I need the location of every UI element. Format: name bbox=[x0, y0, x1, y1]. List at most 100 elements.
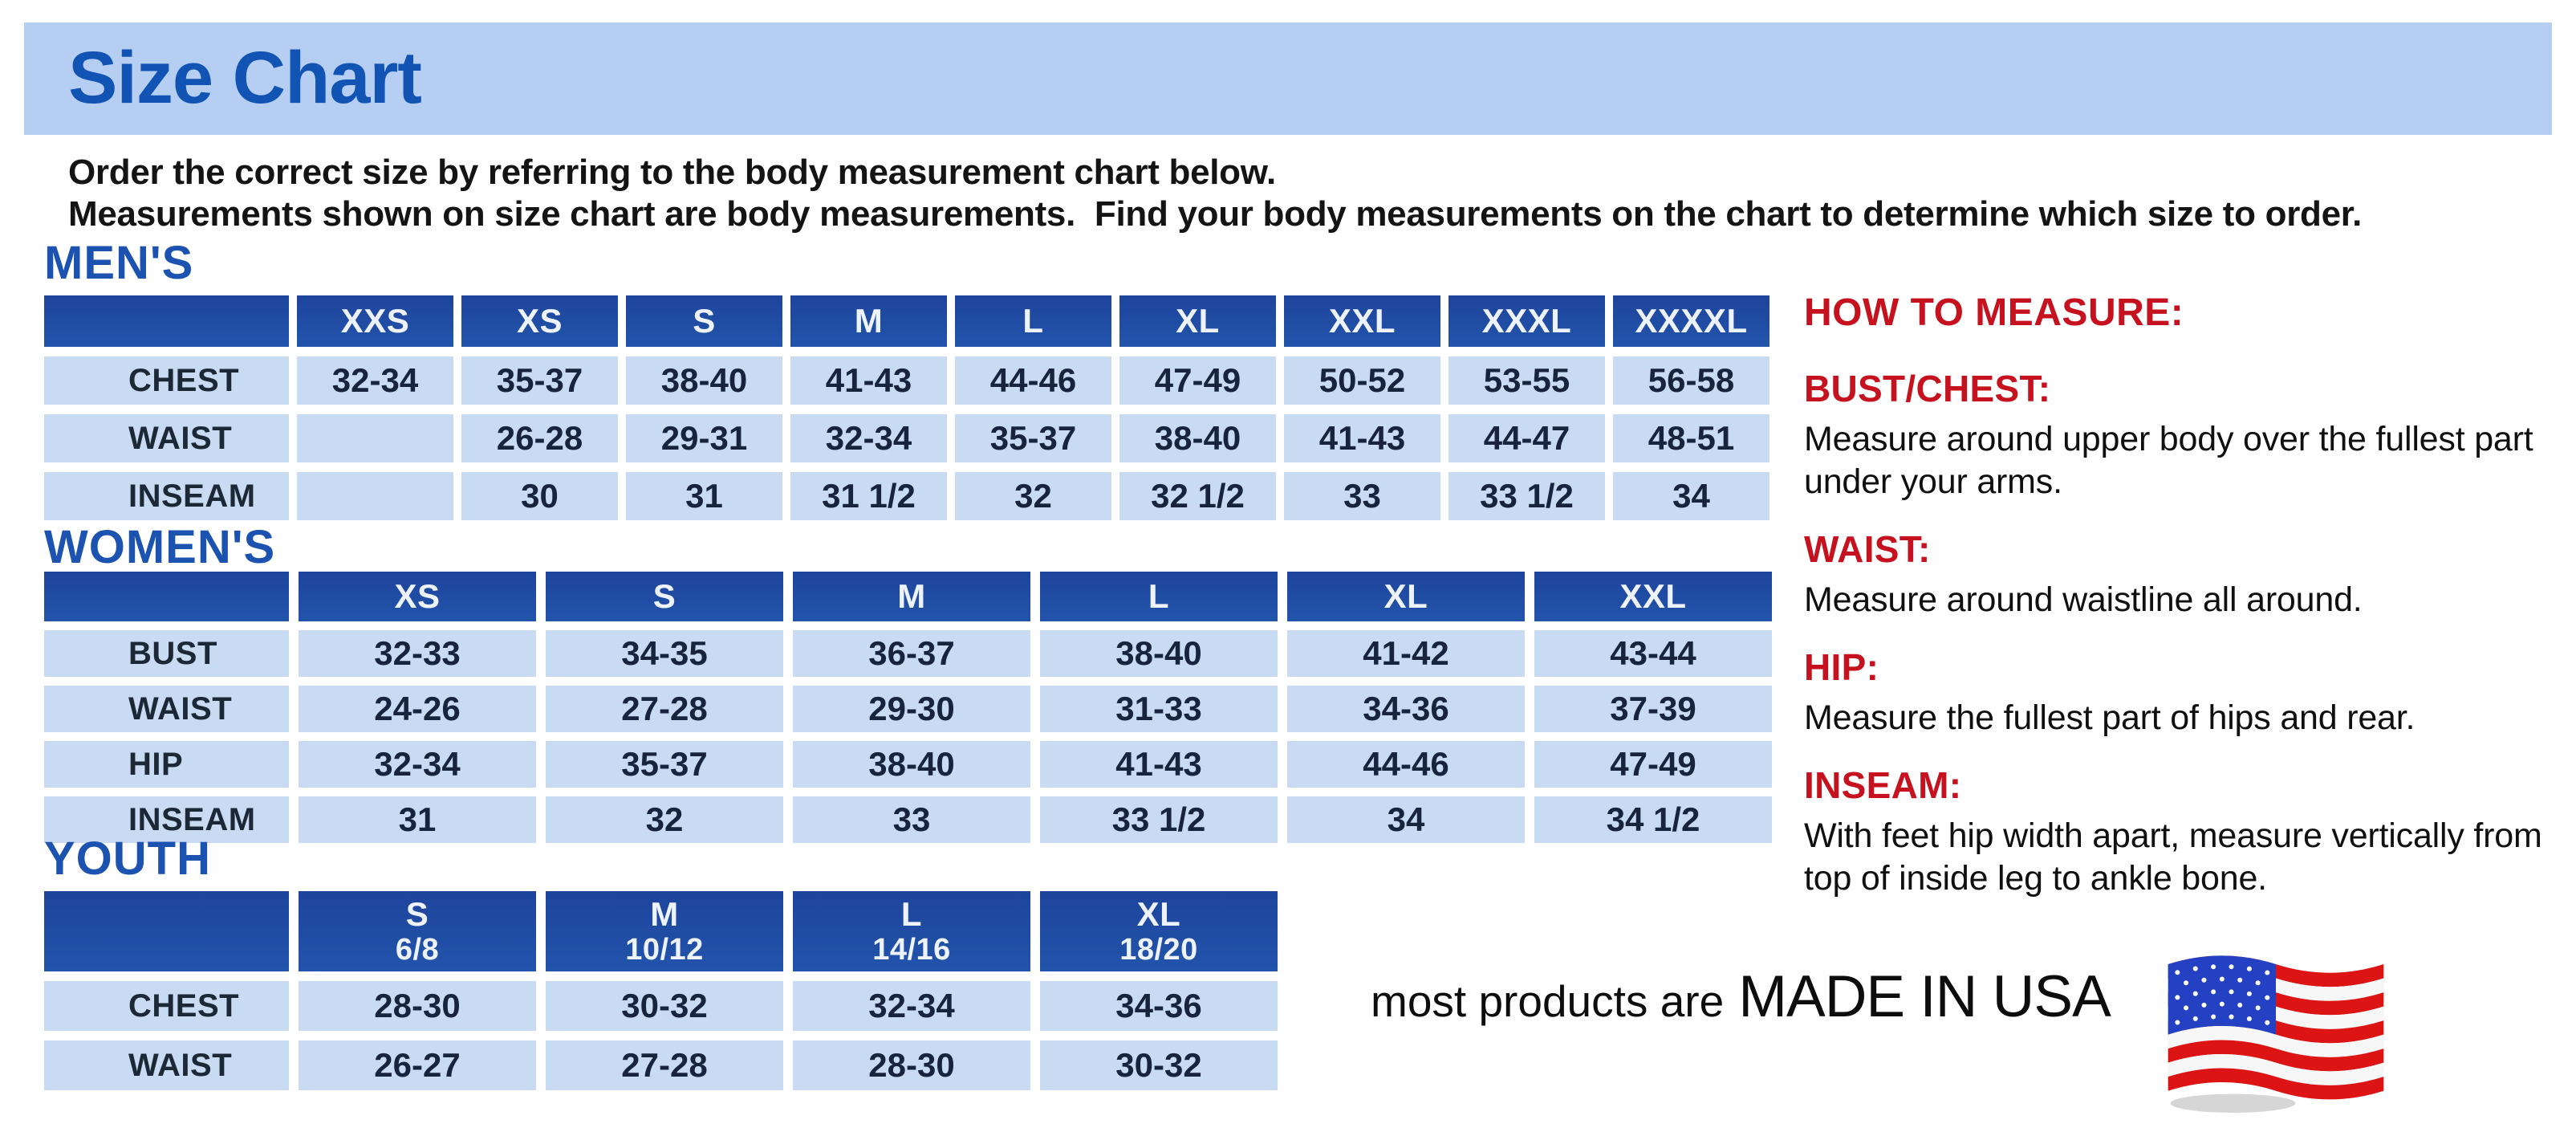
size-header-cell: XXXL bbox=[1448, 295, 1605, 347]
table-corner-cell bbox=[44, 572, 289, 621]
value-cell: 34-36 bbox=[1287, 686, 1525, 732]
page-title: Size Chart bbox=[68, 37, 422, 119]
measure-term: HIP: bbox=[1804, 646, 1879, 688]
value-cell: 27-28 bbox=[546, 686, 783, 732]
value-cell: 32 bbox=[955, 472, 1111, 520]
value-cell: 32-34 bbox=[297, 356, 453, 405]
value-cell: 30-32 bbox=[1040, 1040, 1278, 1090]
value-cell: 32-34 bbox=[299, 741, 536, 788]
value-cell: 35-37 bbox=[461, 356, 618, 405]
intro-line-2: Measurements shown on size chart are bod… bbox=[68, 194, 2363, 234]
value-cell: 35-37 bbox=[546, 741, 783, 788]
usa-flag-icon bbox=[2168, 955, 2384, 1113]
value-cell: 38-40 bbox=[626, 356, 782, 405]
womens-size-table: XS S M L XL XXL BUST 32-33 34-35 36-37 38-40 41-42 4… bbox=[44, 572, 1772, 843]
measure-description: Measure around waistline all around. bbox=[1804, 580, 2363, 619]
value-cell: 34 bbox=[1613, 472, 1769, 520]
row-label-cell: INSEAM bbox=[44, 472, 289, 520]
measure-term: INSEAM: bbox=[1804, 764, 1962, 806]
value-cell: 31-33 bbox=[1040, 686, 1278, 732]
footer-prefix-text: most products are bbox=[1371, 976, 1725, 1026]
value-cell: 29-31 bbox=[626, 414, 782, 462]
measure-term: BUST/CHEST: bbox=[1804, 368, 2051, 409]
size-header-cell: XL 18/20 bbox=[1040, 891, 1278, 971]
value-cell: 32 1/2 bbox=[1119, 472, 1276, 520]
size-header-cell: XXS bbox=[297, 295, 453, 347]
value-cell: 32-34 bbox=[790, 414, 947, 462]
section-heading-youth: YOUTH bbox=[44, 833, 211, 885]
value-cell: 38-40 bbox=[1040, 630, 1278, 677]
value-cell: 37-39 bbox=[1534, 686, 1772, 732]
value-cell: 33 1/2 bbox=[1448, 472, 1605, 520]
value-cell: 30-32 bbox=[546, 981, 783, 1031]
section-heading-mens: MEN'S bbox=[44, 237, 194, 289]
value-cell: 32 bbox=[546, 796, 783, 843]
size-header-cell: M bbox=[793, 572, 1030, 621]
size-header-cell: XXL bbox=[1284, 295, 1440, 347]
value-cell: 26-27 bbox=[299, 1040, 536, 1090]
value-cell: 32-34 bbox=[793, 981, 1030, 1031]
value-cell: 36-37 bbox=[793, 630, 1030, 677]
measure-description: With feet hip width apart, measure verti… bbox=[1804, 816, 2542, 898]
value-cell: 41-42 bbox=[1287, 630, 1525, 677]
value-cell: 34 1/2 bbox=[1534, 796, 1772, 843]
measure-term: WAIST: bbox=[1804, 528, 1931, 570]
value-cell: 30 bbox=[461, 472, 618, 520]
table-corner-cell bbox=[44, 891, 289, 971]
value-cell: 27-28 bbox=[546, 1040, 783, 1090]
value-cell: 47-49 bbox=[1534, 741, 1772, 788]
row-label-cell: HIP bbox=[44, 741, 289, 788]
row-label-cell: CHEST bbox=[44, 356, 289, 405]
size-header-cell: M 10/12 bbox=[546, 891, 783, 971]
value-cell bbox=[297, 414, 453, 462]
value-cell: 34 bbox=[1287, 796, 1525, 843]
title-banner: Size Chart bbox=[24, 22, 2552, 135]
section-heading-womens: WOMEN'S bbox=[44, 521, 276, 573]
made-in-usa-note: most products are MADE IN USA bbox=[1371, 963, 2111, 1030]
value-cell: 44-46 bbox=[955, 356, 1111, 405]
intro-line-1: Order the correct size by referring to t… bbox=[68, 153, 1276, 192]
row-label-cell: BUST bbox=[44, 630, 289, 677]
value-cell: 33 bbox=[793, 796, 1030, 843]
value-cell: 47-49 bbox=[1119, 356, 1276, 405]
size-header-cell: XS bbox=[299, 572, 536, 621]
row-label-cell: INSEAM bbox=[44, 796, 289, 843]
value-cell: 31 bbox=[299, 796, 536, 843]
size-header-cell: XL bbox=[1287, 572, 1525, 621]
value-cell: 33 1/2 bbox=[1040, 796, 1278, 843]
size-header-cell: XL bbox=[1119, 295, 1276, 347]
value-cell: 38-40 bbox=[793, 741, 1030, 788]
value-cell: 28-30 bbox=[299, 981, 536, 1031]
table-corner-cell bbox=[44, 295, 289, 347]
row-label-cell: CHEST bbox=[44, 981, 289, 1031]
size-header-cell: S bbox=[626, 295, 782, 347]
size-header-cell: M bbox=[790, 295, 947, 347]
size-header-cell: S 6/8 bbox=[299, 891, 536, 971]
value-cell: 31 1/2 bbox=[790, 472, 947, 520]
value-cell: 43-44 bbox=[1534, 630, 1772, 677]
size-header-cell: XS bbox=[461, 295, 618, 347]
row-label-cell: WAIST bbox=[44, 1040, 289, 1090]
measure-description: Measure the fullest part of hips and rea… bbox=[1804, 698, 2416, 737]
how-to-measure-heading: HOW TO MEASURE: bbox=[1804, 291, 2184, 334]
measure-description: Measure around upper body over the fulle… bbox=[1804, 420, 2533, 501]
size-header-cell: L 14/16 bbox=[793, 891, 1030, 971]
how-to-measure-items: BUST/CHEST: Measure around upper body ove… bbox=[1804, 367, 2566, 900]
size-header-cell: XXXXL bbox=[1613, 295, 1769, 347]
value-cell: 35-37 bbox=[955, 414, 1111, 462]
value-cell: 53-55 bbox=[1448, 356, 1605, 405]
value-cell bbox=[297, 472, 453, 520]
size-header-cell: S bbox=[546, 572, 783, 621]
row-label-cell: WAIST bbox=[44, 414, 289, 462]
mens-size-table: XXS XS S M L XL XXL XXXL XXXXL CHEST 32-34 35-37 38-… bbox=[44, 295, 1769, 520]
value-cell: 56-58 bbox=[1613, 356, 1769, 405]
value-cell: 34-35 bbox=[546, 630, 783, 677]
how-to-measure-panel: HOW TO MEASURE: BUST/CHEST: Measure aroun… bbox=[1804, 291, 2566, 924]
value-cell: 28-30 bbox=[793, 1040, 1030, 1090]
value-cell: 44-46 bbox=[1287, 741, 1525, 788]
row-label-cell: WAIST bbox=[44, 686, 289, 732]
value-cell: 41-43 bbox=[1284, 414, 1440, 462]
value-cell: 31 bbox=[626, 472, 782, 520]
value-cell: 29-30 bbox=[793, 686, 1030, 732]
